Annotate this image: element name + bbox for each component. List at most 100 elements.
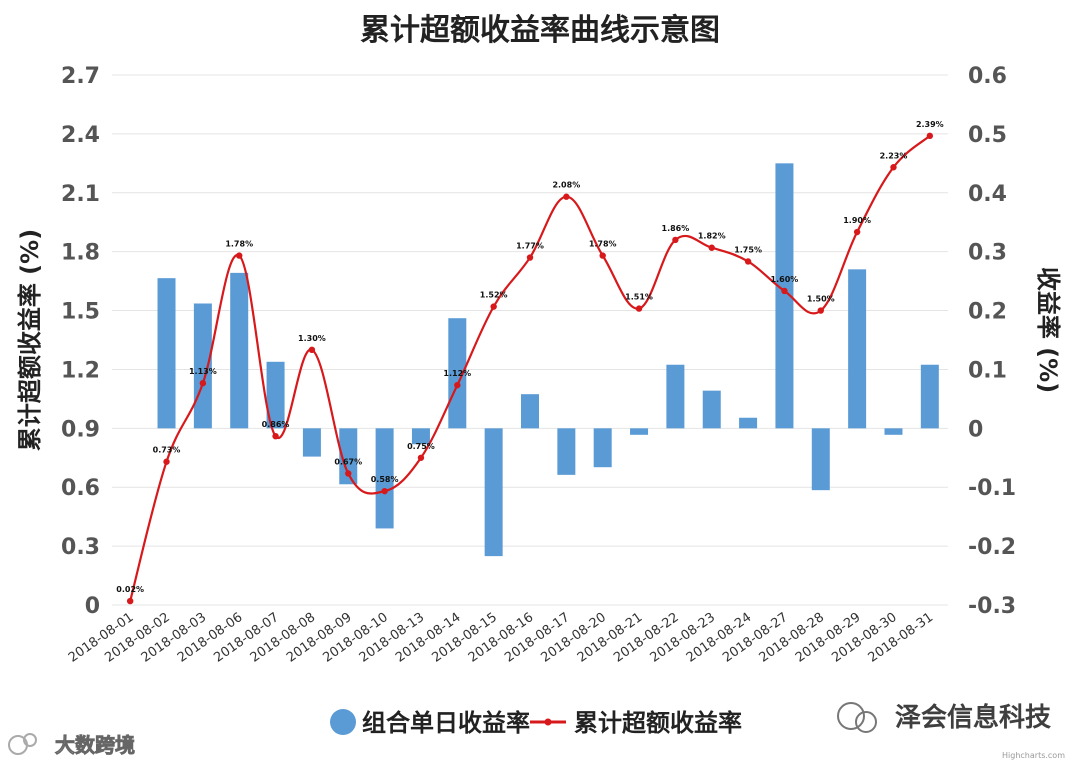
legend-line-marker — [544, 718, 552, 726]
left-tick-label: 2.1 — [61, 182, 100, 207]
data-label: 1.50% — [807, 295, 835, 304]
line-point — [417, 454, 425, 461]
legend: 组合单日收益率 累计超额收益率 — [330, 709, 742, 737]
right-tick-label: -0.2 — [968, 535, 1016, 560]
line-point — [672, 236, 679, 244]
data-label: 1.90% — [843, 216, 871, 225]
line-point — [454, 381, 461, 389]
left-tick-label: 0.3 — [61, 535, 100, 560]
right-tick-label: -0.1 — [968, 476, 1016, 501]
line-point — [853, 228, 861, 236]
bar — [920, 364, 939, 429]
data-label: 1.60% — [771, 275, 799, 284]
bar — [448, 318, 467, 429]
right-tick-label: 0.5 — [968, 123, 1007, 148]
right-tick-label: 0.6 — [968, 64, 1007, 89]
line-point — [781, 287, 788, 295]
bar — [630, 428, 649, 435]
line-point — [381, 487, 388, 495]
line-point — [926, 132, 934, 140]
right-axis-ticks: -0.3 -0.2 -0.1 0 0.1 0.2 0.3 0.4 0.5 0.6 — [968, 64, 1016, 619]
gridlines — [112, 74, 948, 606]
data-label: 0.58% — [371, 475, 399, 484]
data-label: 1.77% — [516, 242, 544, 251]
left-tick-label: 2.4 — [61, 123, 100, 148]
data-label: 1.78% — [225, 240, 253, 249]
right-tick-label: 0.3 — [968, 241, 1007, 266]
right-tick-label: 0.4 — [968, 182, 1007, 207]
left-tick-label: 1.5 — [61, 300, 100, 325]
legend-line-label: 累计超额收益率 — [574, 709, 742, 737]
bar — [702, 390, 721, 429]
line-point — [345, 470, 352, 477]
bar — [775, 163, 794, 429]
bar — [739, 417, 758, 429]
bar — [266, 361, 285, 429]
bar — [666, 364, 685, 429]
line-point — [599, 252, 606, 259]
bar — [157, 278, 176, 429]
data-label: 0.67% — [334, 457, 362, 466]
data-label: 0.73% — [153, 446, 181, 455]
bar — [848, 269, 867, 429]
chart-title: 累计超额收益率曲线示意图 — [360, 13, 720, 48]
line-point — [635, 305, 643, 312]
bar — [484, 428, 503, 557]
right-tick-label: -0.3 — [968, 594, 1016, 619]
line-point — [272, 432, 279, 440]
line-point — [890, 164, 897, 171]
bar-series — [157, 163, 939, 557]
data-label: 1.78% — [589, 240, 617, 249]
watermark-logo-icon-2 — [23, 733, 37, 747]
line-point — [126, 597, 134, 605]
watermark-right-text: 泽会信息科技 — [895, 702, 1051, 733]
left-tick-label: 0 — [85, 594, 100, 619]
data-label: 1.82% — [698, 232, 726, 241]
bar — [339, 428, 358, 485]
bar — [557, 428, 576, 475]
line-series — [126, 132, 934, 605]
data-label: 0.86% — [262, 420, 290, 429]
line-point — [490, 303, 497, 310]
left-tick-label: 0.9 — [61, 417, 100, 442]
data-label: 1.52% — [480, 291, 508, 300]
line-path — [129, 135, 931, 602]
right-tick-label: 0.1 — [968, 358, 1007, 383]
line-point — [563, 193, 570, 200]
highcharts-credit: Highcharts.com — [1002, 751, 1065, 760]
data-labels: 0.02% 0.73% 1.13% 1.78% 0.86% 1.30% 0.67% 0.58%… — [116, 120, 943, 594]
data-label: 1.12% — [443, 369, 471, 378]
line-point — [163, 458, 170, 465]
right-tick-label: 0 — [968, 417, 983, 442]
bar — [230, 272, 249, 429]
data-label: 1.30% — [298, 334, 326, 343]
data-label: 2.39% — [916, 120, 944, 129]
watermark-right: 泽会信息科技 — [837, 702, 1051, 733]
left-axis-ticks: 0 0.3 0.6 0.9 1.2 1.5 1.8 2.1 2.4 2.7 — [61, 64, 100, 619]
left-tick-label: 1.2 — [61, 358, 100, 383]
data-label: 0.75% — [407, 442, 435, 451]
bar — [411, 428, 430, 445]
wechat-icon — [837, 702, 865, 730]
data-label: 1.75% — [734, 245, 762, 254]
wechat-icon-secondary — [855, 711, 877, 733]
right-axis-label: 收益率 (%) — [1034, 267, 1062, 393]
legend-bar-label: 组合单日收益率 — [362, 709, 530, 737]
line-point — [308, 346, 316, 354]
watermark-left-text: 大数跨境 — [55, 733, 135, 757]
data-label: 0.02% — [116, 585, 144, 594]
line-point — [526, 254, 534, 261]
bar — [521, 394, 539, 429]
bar — [811, 428, 830, 491]
category-labels: 2018-08-012018-08-022018-08-032018-08-06… — [66, 610, 936, 666]
data-label: 1.86% — [662, 224, 690, 233]
line-point — [199, 379, 207, 387]
data-label: 2.23% — [880, 151, 908, 160]
data-label: 1.13% — [189, 367, 217, 376]
data-label: 2.08% — [552, 181, 580, 190]
watermark-left: 大数跨境 — [8, 733, 135, 757]
line-point — [744, 258, 752, 265]
legend-bar-marker — [330, 709, 356, 735]
bar — [593, 428, 612, 468]
left-axis-label: 累计超额收益率 (%) — [16, 229, 44, 451]
